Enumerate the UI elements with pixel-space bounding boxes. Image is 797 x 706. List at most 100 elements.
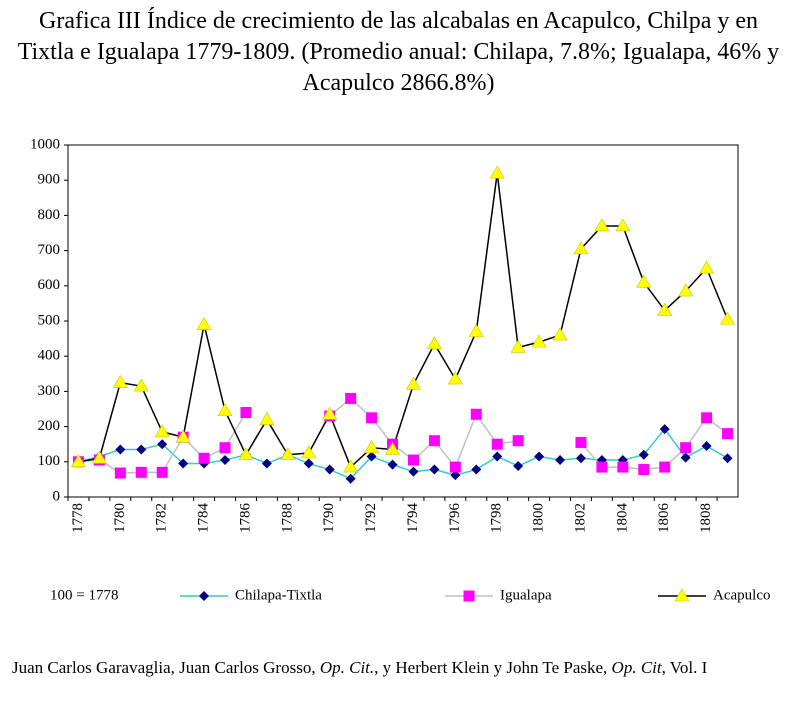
marker [680,442,692,454]
marker [552,327,568,341]
marker [555,455,566,466]
marker [615,218,631,232]
marker [178,458,189,469]
marker [135,466,147,478]
marker [364,440,380,454]
marker [699,260,715,274]
x-tick-label: 1802 [572,503,588,533]
series-line [78,173,729,469]
marker [722,453,733,464]
marker [259,411,275,425]
series-line [78,427,728,480]
source-text: Juan Carlos Garavaglia, Juan Carlos Gros… [12,658,320,677]
marker [405,376,421,390]
marker [345,392,357,404]
marker [701,440,712,451]
marker [470,408,482,420]
marker [175,429,191,443]
marker [407,454,419,466]
marker [261,458,272,469]
marker [303,458,314,469]
marker [450,470,461,481]
marker [114,467,126,479]
marker [280,447,296,461]
x-tick-label: 1782 [154,503,170,533]
marker [680,452,691,463]
marker [198,452,210,464]
x-tick-label: 1786 [237,503,253,534]
legend-marker [463,590,475,602]
y-tick-label: 0 [53,488,61,504]
marker [301,445,317,459]
x-tick-label: 1798 [489,503,505,533]
marker [492,451,503,462]
marker [678,283,694,297]
marker [575,453,586,464]
marker [136,444,147,455]
source-text: Op. Cit [611,658,662,677]
marker [513,461,524,472]
x-tick-label: 1792 [363,503,379,533]
y-tick-label: 900 [38,172,61,188]
marker [701,412,713,424]
y-tick-label: 400 [38,348,61,364]
x-tick-label: 1796 [447,503,463,534]
y-tick-label: 500 [38,312,61,328]
marker [510,339,526,353]
marker [91,450,107,464]
marker [491,438,503,450]
marker [196,316,212,330]
marker [471,464,482,475]
legend-label: Igualapa [500,587,552,603]
marker [722,428,734,440]
legend-marker [674,588,690,602]
source-text: Op. Cit. [319,658,375,677]
marker [385,441,401,455]
source-text: , y Herbert Klein y John Te Paske, [374,658,612,677]
marker [324,464,335,475]
marker [238,447,254,461]
y-tick-label: 600 [38,277,61,293]
marker [366,412,378,424]
marker [657,302,673,316]
y-tick-label: 300 [38,383,61,399]
legend-label: Chilapa-Tixtla [235,587,322,603]
marker [575,436,587,448]
x-tick-label: 1808 [698,503,714,533]
x-tick-label: 1790 [321,503,337,533]
y-tick-label: 700 [38,242,61,258]
y-tick-label: 100 [38,453,61,469]
marker [322,406,338,420]
marker [468,323,484,337]
marker [157,439,168,450]
marker [112,375,128,388]
x-tick-label: 1780 [112,503,128,533]
source: Juan Carlos Garavaglia, Juan Carlos Gros… [12,657,792,679]
source-text: , Vol. I [661,658,708,677]
marker [531,334,547,348]
marker [659,461,671,473]
y-tick-label: 200 [38,418,61,434]
marker [345,473,356,484]
chart: 100 = 1778 0 100 200 300 400 500 600 700 800 900 1… [30,136,770,603]
marker [217,403,233,417]
x-tick-label: 1800 [531,503,547,533]
marker [133,378,149,392]
marker [573,241,589,255]
marker [596,461,608,473]
plot-frame [67,144,739,498]
marker [219,442,231,454]
marker [240,407,252,419]
marker [156,466,168,478]
x-tick-label: 1778 [70,503,86,533]
y-tick-label: 800 [38,207,61,223]
x-tick-label: 1784 [196,503,212,534]
marker [594,218,610,232]
marker [387,459,398,470]
marker [638,464,650,476]
marker [534,451,545,462]
marker [220,455,231,466]
marker [428,435,440,447]
chart-title: Grafica III Índice de crecimiento de las… [17,8,780,96]
